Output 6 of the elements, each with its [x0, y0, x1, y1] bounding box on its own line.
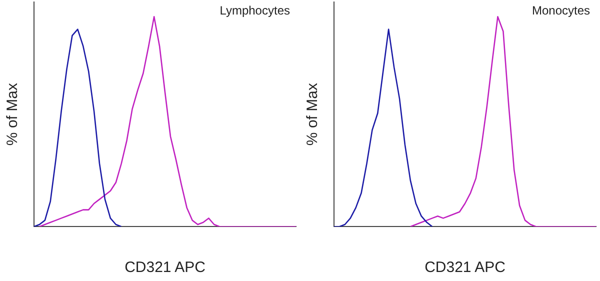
chart-title: Monocytes: [532, 3, 590, 18]
chart-title: Lymphocytes: [220, 3, 290, 18]
y-axis-title: % of Max: [304, 82, 322, 146]
y-axis-title: % of Max: [4, 82, 22, 146]
x-axis-title: CD321 APC: [424, 259, 506, 276]
x-axis-title: CD321 APC: [124, 259, 206, 276]
